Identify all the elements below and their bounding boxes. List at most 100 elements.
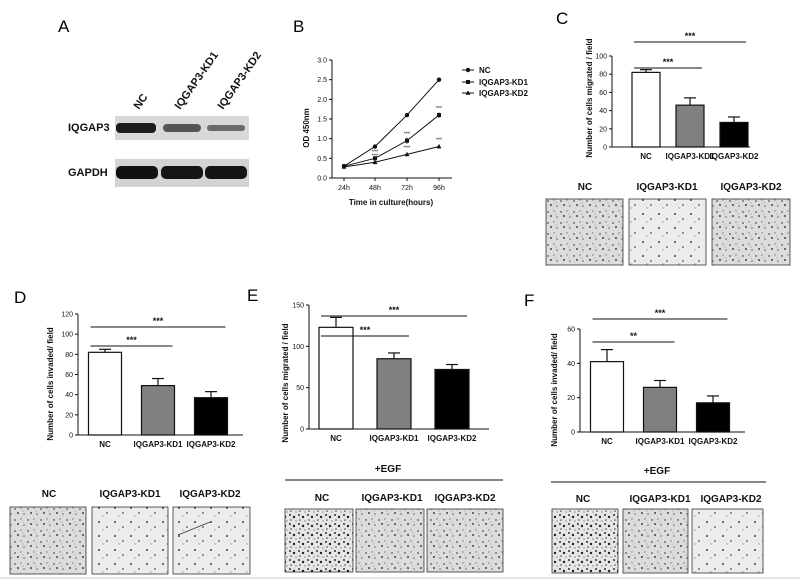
chartE-sig-label-kd2: *** xyxy=(389,305,400,315)
growth-curve-point-kd2 xyxy=(372,159,378,165)
growth-curve-legend-marker-kd1 xyxy=(466,80,470,84)
growth-curve-y-tick-label: 2.5 xyxy=(317,77,327,84)
growth-curve-legend-marker-nc xyxy=(465,67,471,73)
blot-lane-label-kd1: IQGAP3-KD1 xyxy=(173,50,221,112)
chartD-x-tick-label: IQGAP3-KD1 xyxy=(134,440,183,449)
growth-curve-legend-marker-kd2 xyxy=(465,90,471,95)
chartC-y-tick-label: 0 xyxy=(603,145,607,152)
chartD-y-tick-label: 80 xyxy=(65,352,73,359)
egf-migration-ylabel: Number of cells migrated / field xyxy=(281,323,290,442)
egf-migration-image-kd1 xyxy=(355,508,425,573)
chartC-y-tick-label: 100 xyxy=(595,54,607,61)
invasion-image-scratch xyxy=(177,521,211,536)
chartF-x-tick-label: NC xyxy=(601,437,613,446)
growth-curve-point-kd1 xyxy=(373,156,377,161)
growth-curve-y-tick-label: 0.0 xyxy=(317,176,327,183)
egf-invasion-ylabel: Number of cells invaded/ field xyxy=(550,333,559,446)
chartF-bar-kd1 xyxy=(642,386,678,433)
chartF-bar-nc xyxy=(589,361,625,433)
chartD-sig-label-kd2: *** xyxy=(153,316,164,326)
chartE-x-tick-label: NC xyxy=(330,434,342,443)
egf-invasion-image-label-kd1: IQGAP3-KD1 xyxy=(629,494,691,505)
invasion-image-label-nc: NC xyxy=(42,489,56,500)
migration-image-kd2 xyxy=(711,198,791,266)
chartE-y-tick-label: 100 xyxy=(292,344,304,351)
invasion-ylabel: Number of cells invaded/ field xyxy=(46,327,55,440)
egf-invasion-images: +EGF NC IQGAP3-KD1 IQGAP3-KD2 xyxy=(551,466,766,574)
egf-migration-image-label-nc: NC xyxy=(315,493,329,504)
migration-image-label-nc: NC xyxy=(578,182,592,193)
migration-ylabel: Number of cells migrated / field xyxy=(585,38,594,157)
growth-curve-sig-label: *** xyxy=(372,149,379,155)
migration-images: NC IQGAP3-KD1 IQGAP3-KD2 xyxy=(545,182,791,266)
growth-curve-y-tick-label: 1.5 xyxy=(317,117,327,124)
invasion-image-label-kd2: IQGAP3-KD2 xyxy=(179,489,241,500)
chartD-bar-kd2 xyxy=(193,397,229,436)
growth-curve-x-tick-label: 24h xyxy=(338,185,350,192)
growth-curve-ylabel: OD 450nm xyxy=(302,108,311,148)
growth-curve-x-tick-label: 96h xyxy=(433,185,445,192)
chartC-bar-nc xyxy=(631,71,661,148)
egf-invasion-image-label-nc: NC xyxy=(576,494,590,505)
growth-curve-x-tick-label: 72h xyxy=(401,185,413,192)
growth-curve-line-kd2 xyxy=(343,146,440,168)
egf-invasion-image-label-kd2: IQGAP3-KD2 xyxy=(700,494,762,505)
western-blot-panel: NC IQGAP3-KD1 IQGAP3-KD2 IQGAP3 GAPDH xyxy=(68,50,264,187)
chartD-y-tick-label: 40 xyxy=(65,392,73,399)
invasion-image-label-kd1: IQGAP3-KD1 xyxy=(99,489,161,500)
panel-letter-d: D xyxy=(14,288,26,307)
growth-curve-point-kd2 xyxy=(404,151,410,157)
invasion-image-kd2 xyxy=(172,506,251,575)
invasion-image-kd1 xyxy=(91,506,169,575)
growth-curve-sig-label: *** xyxy=(404,145,411,151)
chartF-y-tick-label: 40 xyxy=(567,361,575,368)
growth-curve-legend-label: IQGAP3-KD2 xyxy=(479,89,528,98)
migration-image-kd1 xyxy=(628,198,707,266)
egf-invasion-bar-chart: Number of cells invaded/ field 0 20 40 60 NC… xyxy=(550,308,745,447)
chartE-x-tick-label: IQGAP3-KD2 xyxy=(428,434,477,443)
growth-curve-point-nc xyxy=(436,77,442,82)
egf-migration-image-label-kd1: IQGAP3-KD1 xyxy=(361,493,423,504)
chartC-y-tick-label: 20 xyxy=(599,126,607,133)
invasion-image-nc xyxy=(9,506,87,575)
chartE-y-tick-label: 50 xyxy=(296,385,304,392)
invasion-images: NC IQGAP3-KD1 IQGAP3-KD2 xyxy=(9,489,251,575)
egf-migration-label: +EGF xyxy=(375,464,401,475)
egf-invasion-image-kd2 xyxy=(691,508,764,574)
egf-invasion-image-nc xyxy=(551,508,619,574)
chartE-bar-kd2 xyxy=(434,368,470,430)
growth-curve-point-kd1 xyxy=(405,138,409,143)
chartC-y-tick-label: 80 xyxy=(599,72,607,79)
chartE-sig-label-kd1: *** xyxy=(360,325,371,335)
chartC-x-tick-label: IQGAP3-KD1 xyxy=(666,152,715,161)
egf-migration-image-nc xyxy=(284,508,354,573)
panel-letter-f: F xyxy=(524,291,534,310)
egf-invasion-label: +EGF xyxy=(644,466,670,477)
growth-curve-point-kd2 xyxy=(436,143,442,149)
chartF-x-tick-label: IQGAP3-KD2 xyxy=(689,437,738,446)
migration-image-label-kd2: IQGAP3-KD2 xyxy=(720,182,782,193)
chartE-y-tick-label: 0 xyxy=(300,427,304,434)
panel-letter-c: C xyxy=(556,9,568,28)
blot-band-gapdh-kd1 xyxy=(161,166,203,179)
growth-curve-point-kd1 xyxy=(437,113,441,118)
blot-row-label-iqgap3: IQGAP3 xyxy=(68,122,110,134)
chartF-y-tick-label: 20 xyxy=(567,395,575,402)
migration-bar-chart: Number of cells migrated / field 0 20 40 60… xyxy=(585,31,759,161)
chartF-y-tick-label: 60 xyxy=(567,327,575,334)
growth-curve-y-tick-label: 2.0 xyxy=(317,97,327,104)
blot-band-iqgap3-kd2 xyxy=(207,125,245,131)
growth-curve-sig-label: *** xyxy=(436,138,443,144)
chartE-bar-nc xyxy=(318,326,354,430)
chartD-y-tick-label: 20 xyxy=(65,412,73,419)
chartF-x-tick-label: IQGAP3-KD1 xyxy=(636,437,685,446)
blot-lane-label-nc: NC xyxy=(132,92,151,112)
blot-band-gapdh-kd2 xyxy=(205,166,247,179)
blot-band-iqgap3-nc xyxy=(116,123,156,133)
chartF-sig-label-kd1: ** xyxy=(630,331,638,341)
growth-curve-y-tick-label: 3.0 xyxy=(317,58,327,65)
growth-curve-y-tick-label: 0.5 xyxy=(317,156,327,163)
growth-curve-legend-label: IQGAP3-KD1 xyxy=(479,78,528,87)
migration-image-label-kd1: IQGAP3-KD1 xyxy=(636,182,698,193)
growth-curve-point-nc xyxy=(372,144,378,149)
